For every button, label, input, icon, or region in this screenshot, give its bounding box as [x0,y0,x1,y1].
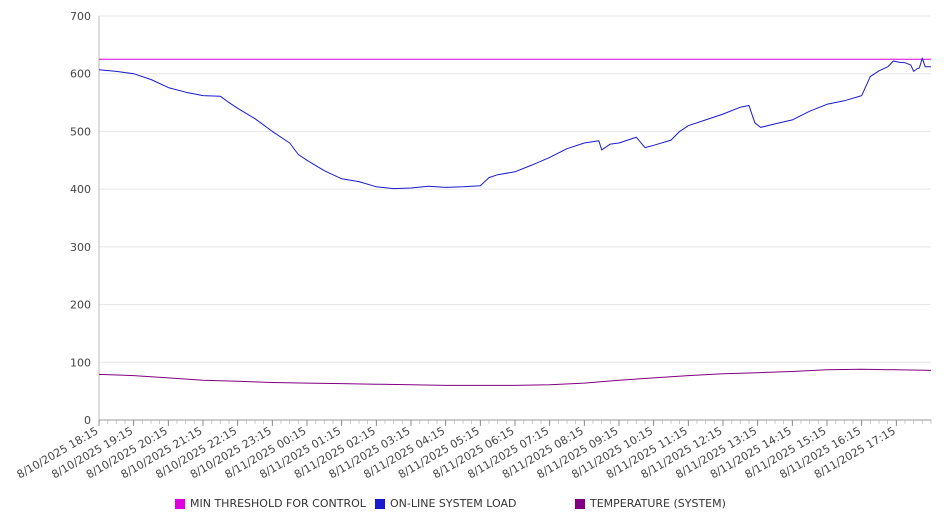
y-tick-label: 300 [70,241,91,254]
series-temperature [98,368,932,386]
series-system-load [98,57,931,190]
legend-item-min-threshold[interactable]: MIN THRESHOLD FOR CONTROL [175,497,366,510]
y-tick-label: 100 [70,356,91,369]
legend-label-temperature: TEMPERATURE (SYSTEM) [590,497,726,510]
y-tick-label: 600 [70,68,91,81]
y-tick-label: 700 [70,10,91,23]
grid-layer [99,15,931,363]
series-layer [98,57,932,386]
legend-item-system-load[interactable]: ON-LINE SYSTEM LOAD [375,497,516,510]
y-tick-label: 400 [70,183,91,196]
legend-swatch-system-load [375,498,385,509]
legend-item-temperature[interactable]: TEMPERATURE (SYSTEM) [575,497,726,510]
legend-swatch-temperature [575,498,585,509]
legend-swatch-min-threshold [175,498,185,509]
legend: MIN THRESHOLD FOR CONTROL ON-LINE SYSTEM… [0,497,946,515]
legend-label-system-load: ON-LINE SYSTEM LOAD [390,497,517,510]
y-tick-label: 0 [84,414,91,427]
y-tick-label: 200 [70,299,91,312]
y-tick-label: 500 [70,125,91,138]
legend-label-min-threshold: MIN THRESHOLD FOR CONTROL [190,497,366,510]
